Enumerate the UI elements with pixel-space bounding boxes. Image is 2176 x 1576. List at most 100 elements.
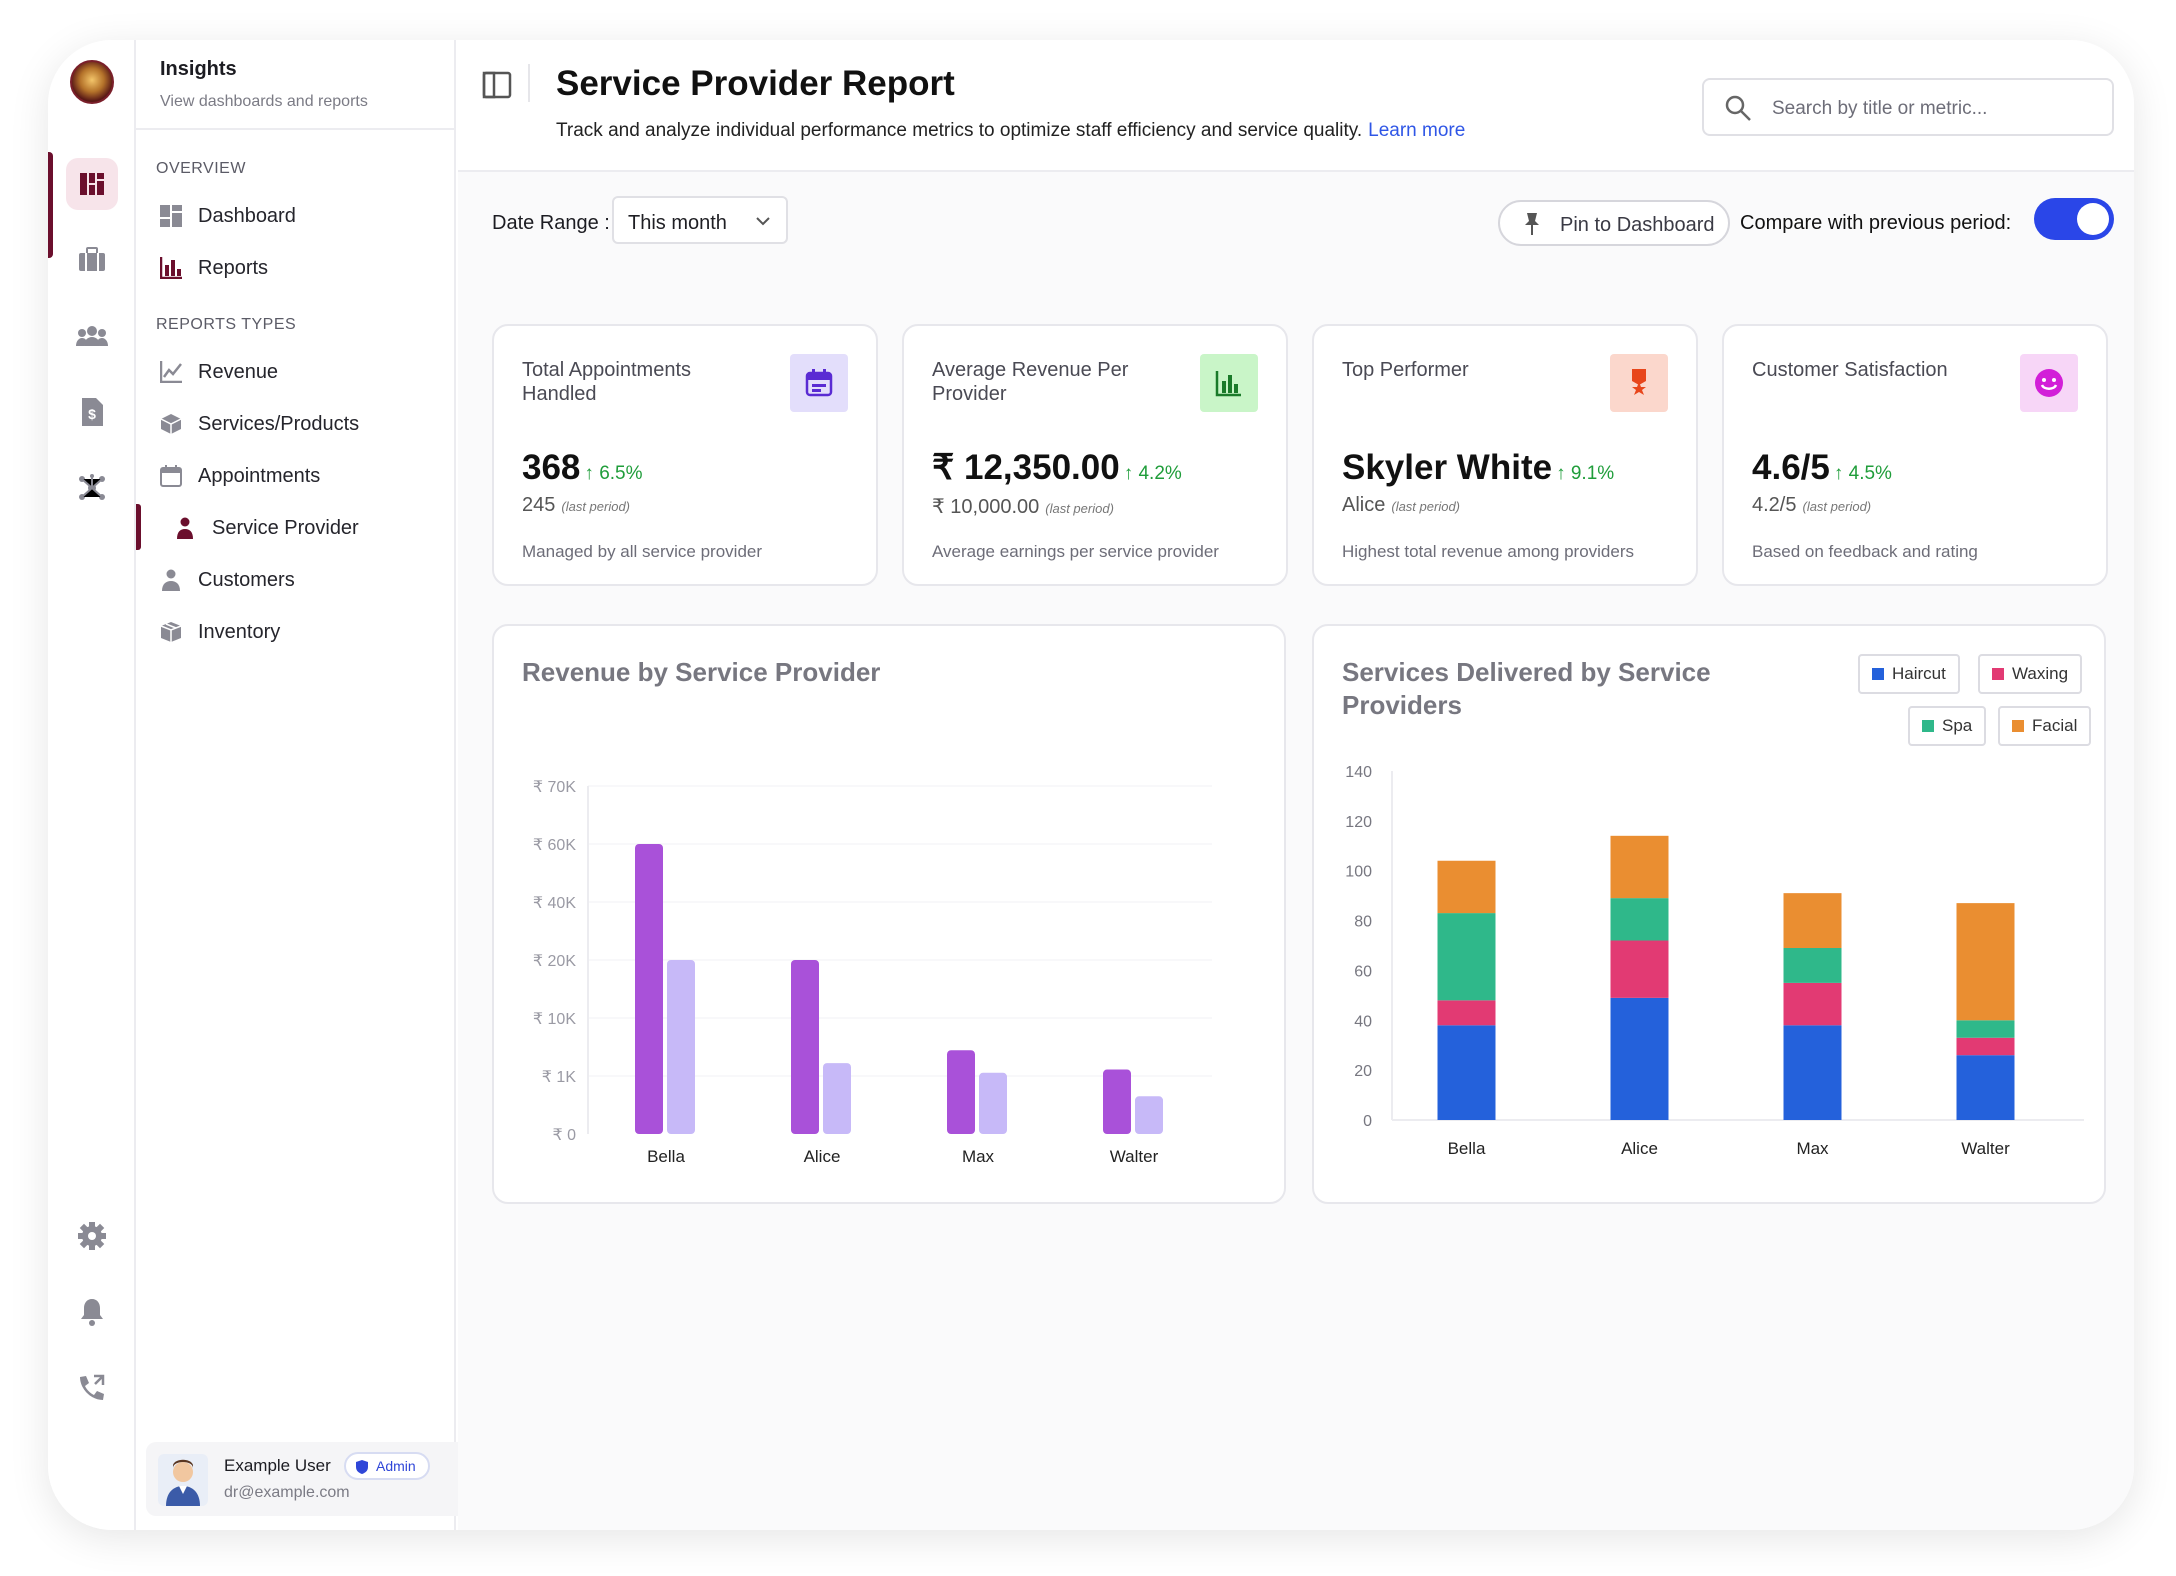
brand-logo xyxy=(70,60,114,104)
legend-label: Waxing xyxy=(2012,664,2069,683)
card-note: Based on feedback and rating xyxy=(1752,542,1978,561)
rail-active-indicator xyxy=(48,152,53,258)
rail-billing-button[interactable]: $ xyxy=(66,386,118,438)
search-placeholder: Search by title or metric... xyxy=(1772,98,1988,119)
sidebar-item-dashboard[interactable]: Dashboard xyxy=(136,190,454,242)
sidebar-item-label: Inventory xyxy=(198,620,281,643)
rail-business-button[interactable] xyxy=(66,234,118,286)
x-tick-label: Walter xyxy=(1961,1139,2010,1158)
revenue-bar xyxy=(667,960,695,1134)
shield-icon xyxy=(356,1460,368,1474)
legend-label: Spa xyxy=(1942,716,1973,735)
x-tick-label: Max xyxy=(962,1147,995,1166)
briefcase-icon xyxy=(79,247,105,271)
date-range-label: Date Range : xyxy=(492,212,610,234)
legend-swatch xyxy=(1992,668,2004,680)
y-tick-label: ₹ 20K xyxy=(533,953,576,970)
sidebar-item-reports[interactable]: Reports xyxy=(136,242,454,294)
learn-more-link[interactable]: Learn more xyxy=(1368,120,1466,141)
sidebar-item-service-provider[interactable]: Service Provider xyxy=(136,502,454,554)
card-note: Average earnings per service provider xyxy=(932,542,1219,561)
avatar xyxy=(158,1454,208,1506)
card-label: Customer Satisfaction xyxy=(1752,359,1948,381)
revenue-bar xyxy=(947,1050,975,1134)
kpi-card-avg-revenue: Average Revenue Per Provider ₹ 12,350.00… xyxy=(902,324,1288,586)
inventory-icon xyxy=(160,621,182,643)
stacked-bar-segment xyxy=(1437,1000,1496,1026)
rail-calls-button[interactable] xyxy=(66,1362,118,1414)
card-previous-tag: (last period) xyxy=(1391,499,1460,514)
sidebar-item-inventory[interactable]: Inventory xyxy=(136,606,454,658)
card-value-text: 4.6/5 xyxy=(1752,448,1830,487)
svg-text:$: $ xyxy=(88,406,96,422)
sidebar-item-label: Revenue xyxy=(198,360,279,383)
stacked-bar-segment xyxy=(1610,835,1669,899)
sidebar-item-services-products[interactable]: Services/Products xyxy=(136,398,454,450)
search-input[interactable]: Search by title or metric... xyxy=(1702,78,2114,136)
sidebar-item-label: Service Provider xyxy=(212,516,359,539)
stacked-bar-segment xyxy=(1610,898,1669,941)
rail-insights-button[interactable] xyxy=(66,158,118,210)
legend-facial[interactable]: Facial xyxy=(1998,706,2092,746)
revenue-bar xyxy=(823,1063,851,1134)
pin-to-dashboard-button[interactable]: Pin to Dashboard xyxy=(1498,200,1730,246)
app-window: $ Insights View dashboards and reports O… xyxy=(48,40,2134,1530)
legend-spa[interactable]: Spa xyxy=(1908,706,1987,746)
reports-icon xyxy=(160,257,182,279)
compare-toggle[interactable] xyxy=(2034,198,2114,240)
sidebar-item-appointments[interactable]: Appointments xyxy=(136,450,454,502)
revenue-bar-chart: ₹ 0 ₹ 1K ₹ 10K ₹ 20K ₹ 40K ₹ 60K ₹ 70K Bella Ali… xyxy=(533,779,1212,1166)
page-title: Service Provider Report xyxy=(556,64,955,103)
y-tick-label: ₹ 0 xyxy=(552,1127,576,1144)
x-tick-label: Max xyxy=(1796,1139,1829,1158)
sidebar-item-customers[interactable]: Customers xyxy=(136,554,454,606)
revenue-bar xyxy=(1103,1069,1131,1134)
card-previous-tag: (last period) xyxy=(561,499,631,514)
legend-swatch xyxy=(1872,668,1884,680)
award-icon xyxy=(1610,354,1668,412)
date-range-select[interactable]: This month xyxy=(612,196,788,244)
pin-icon xyxy=(1525,213,1539,235)
card-previous-value: 4.2/5 xyxy=(1752,494,1797,516)
card-previous: Alice (last period) xyxy=(1342,494,1460,517)
stacked-bar-segment xyxy=(1956,903,2015,1021)
sidebar-toggle-icon[interactable] xyxy=(482,70,512,100)
rail-network-button[interactable] xyxy=(66,462,118,514)
rail-settings-button[interactable] xyxy=(66,1210,118,1262)
services-stacked-bar-chart: 0 20 40 60 80 100 120 140 Bella Alice Max Walter xyxy=(1345,764,2084,1158)
sidebar-item-revenue[interactable]: Revenue xyxy=(136,346,454,398)
card-change: ↑ 4.5% xyxy=(1833,463,1892,484)
sidebar-item-label: Dashboard xyxy=(198,204,296,227)
rail-notifications-button[interactable] xyxy=(66,1286,118,1338)
section-overview: OVERVIEW xyxy=(156,160,246,177)
card-label: Total Appointments Handled xyxy=(522,359,691,405)
user-name: Example User xyxy=(224,1456,331,1475)
card-previous: ₹ 10,000.00 (last period) xyxy=(932,494,1114,519)
card-value: 4.6/5 ↑ 4.5% xyxy=(1752,448,1892,488)
card-previous-tag: (last period) xyxy=(1045,501,1114,516)
chart-title: Services Delivered by Service Providers xyxy=(1342,657,1711,720)
card-change-text: 6.5% xyxy=(599,463,643,484)
card-change-text: 4.2% xyxy=(1138,463,1182,484)
card-previous-value: Alice xyxy=(1342,494,1386,516)
card-value-text: ₹ 12,350.00 xyxy=(932,448,1120,487)
card-change: ↑ 4.2% xyxy=(1123,463,1182,484)
legend-haircut[interactable]: Haircut xyxy=(1858,654,1960,694)
header-divider xyxy=(528,64,530,102)
stacked-bar-segment xyxy=(1610,940,1669,998)
y-tick-label: ₹ 60K xyxy=(533,837,576,854)
stacked-bar-segment xyxy=(1956,1055,2015,1120)
x-tick-label: Bella xyxy=(647,1147,685,1166)
bar-chart-icon xyxy=(1200,354,1258,412)
legend-waxing[interactable]: Waxing xyxy=(1978,654,2083,694)
revenue-bar xyxy=(979,1072,1007,1134)
section-report-types: REPORTS TYPES xyxy=(156,316,297,333)
person-icon xyxy=(174,517,196,539)
rail-team-button[interactable] xyxy=(66,310,118,362)
chart-title: Revenue by Service Provider xyxy=(522,657,881,687)
team-icon xyxy=(76,326,108,346)
card-change: ↑ 9.1% xyxy=(1556,463,1615,484)
stacked-bar-segment xyxy=(1437,1025,1496,1120)
pin-button-label: Pin to Dashboard xyxy=(1560,214,1715,236)
dashboard-icon xyxy=(160,205,182,227)
